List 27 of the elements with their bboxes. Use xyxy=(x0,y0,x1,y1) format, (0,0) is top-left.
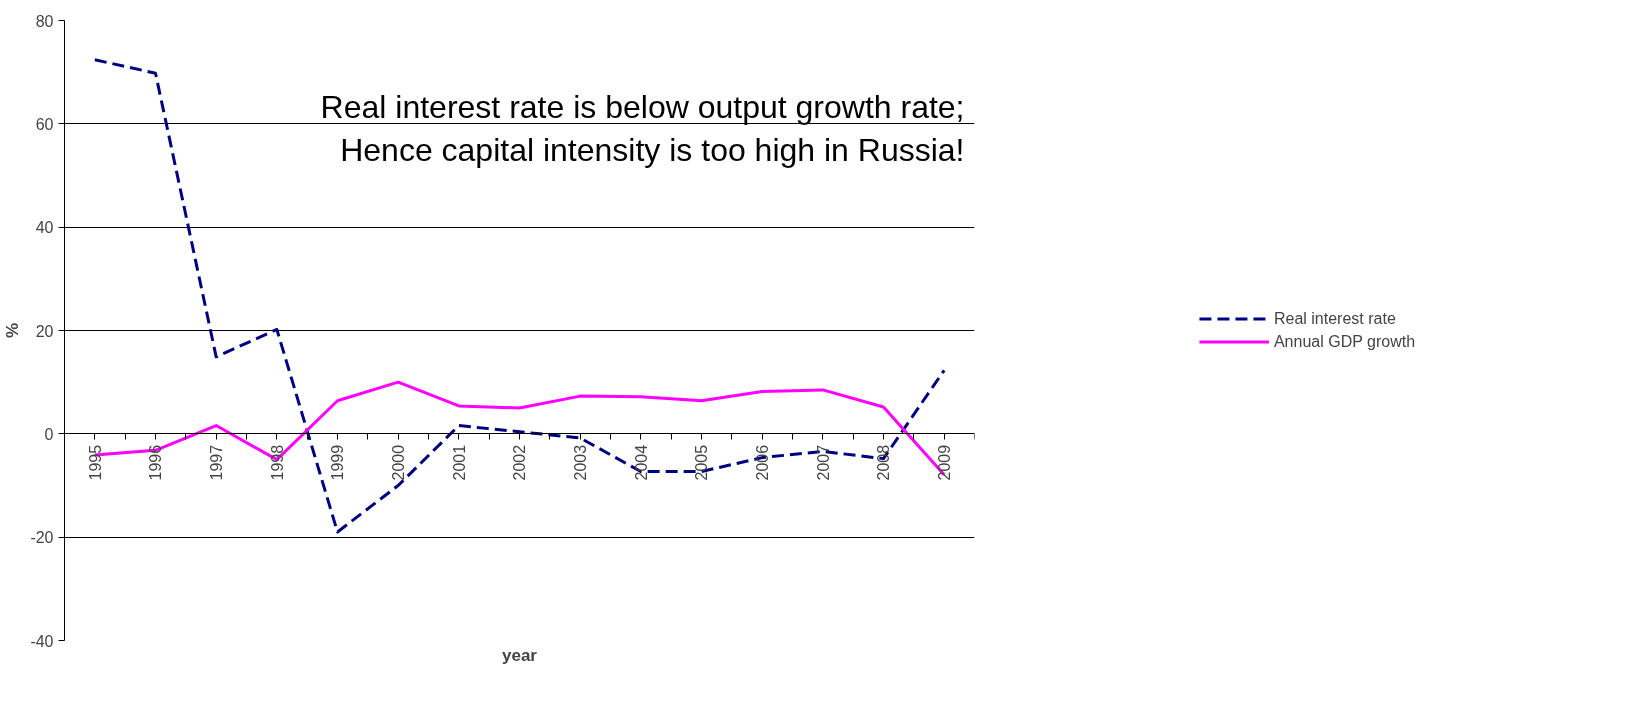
y-tick-label: 80 xyxy=(35,12,54,30)
x-tick-label: 1995 xyxy=(86,444,104,481)
x-tick-label: 2006 xyxy=(754,444,772,481)
legend-label: Real interest rate xyxy=(1273,309,1396,328)
y-tick-label: 40 xyxy=(35,219,54,237)
x-tick-label: 1997 xyxy=(208,444,226,481)
y-axis-title: % xyxy=(3,322,23,339)
y-tick-label: 20 xyxy=(35,322,54,340)
x-tick-label: 1999 xyxy=(329,444,347,481)
x-tick-label: 2002 xyxy=(511,444,529,481)
x-tick-label: 2005 xyxy=(693,444,711,481)
legend-label: Annual GDP growth xyxy=(1273,332,1416,351)
y-tick-label: 0 xyxy=(44,425,54,443)
y-tick-label: -20 xyxy=(30,529,54,547)
x-tick-label: 2004 xyxy=(632,444,650,481)
x-tick-label: 2001 xyxy=(450,444,468,481)
x-tick-label: 2003 xyxy=(572,444,590,481)
x-axis-title: year xyxy=(502,645,538,665)
y-tick-label: -40 xyxy=(30,632,54,650)
x-tick-label: 2007 xyxy=(814,444,832,481)
x-tick-label: 1996 xyxy=(147,444,165,481)
x-tick-label: 2008 xyxy=(875,444,893,481)
x-tick-label: 2000 xyxy=(390,444,408,481)
y-tick-label: 60 xyxy=(35,115,54,133)
x-tick-label: 2009 xyxy=(936,444,954,481)
x-tick-label: 1998 xyxy=(268,444,286,481)
annotation: Real interest rate is below output growth rate; Hence capital intensity is too high in Russia! xyxy=(320,88,965,168)
